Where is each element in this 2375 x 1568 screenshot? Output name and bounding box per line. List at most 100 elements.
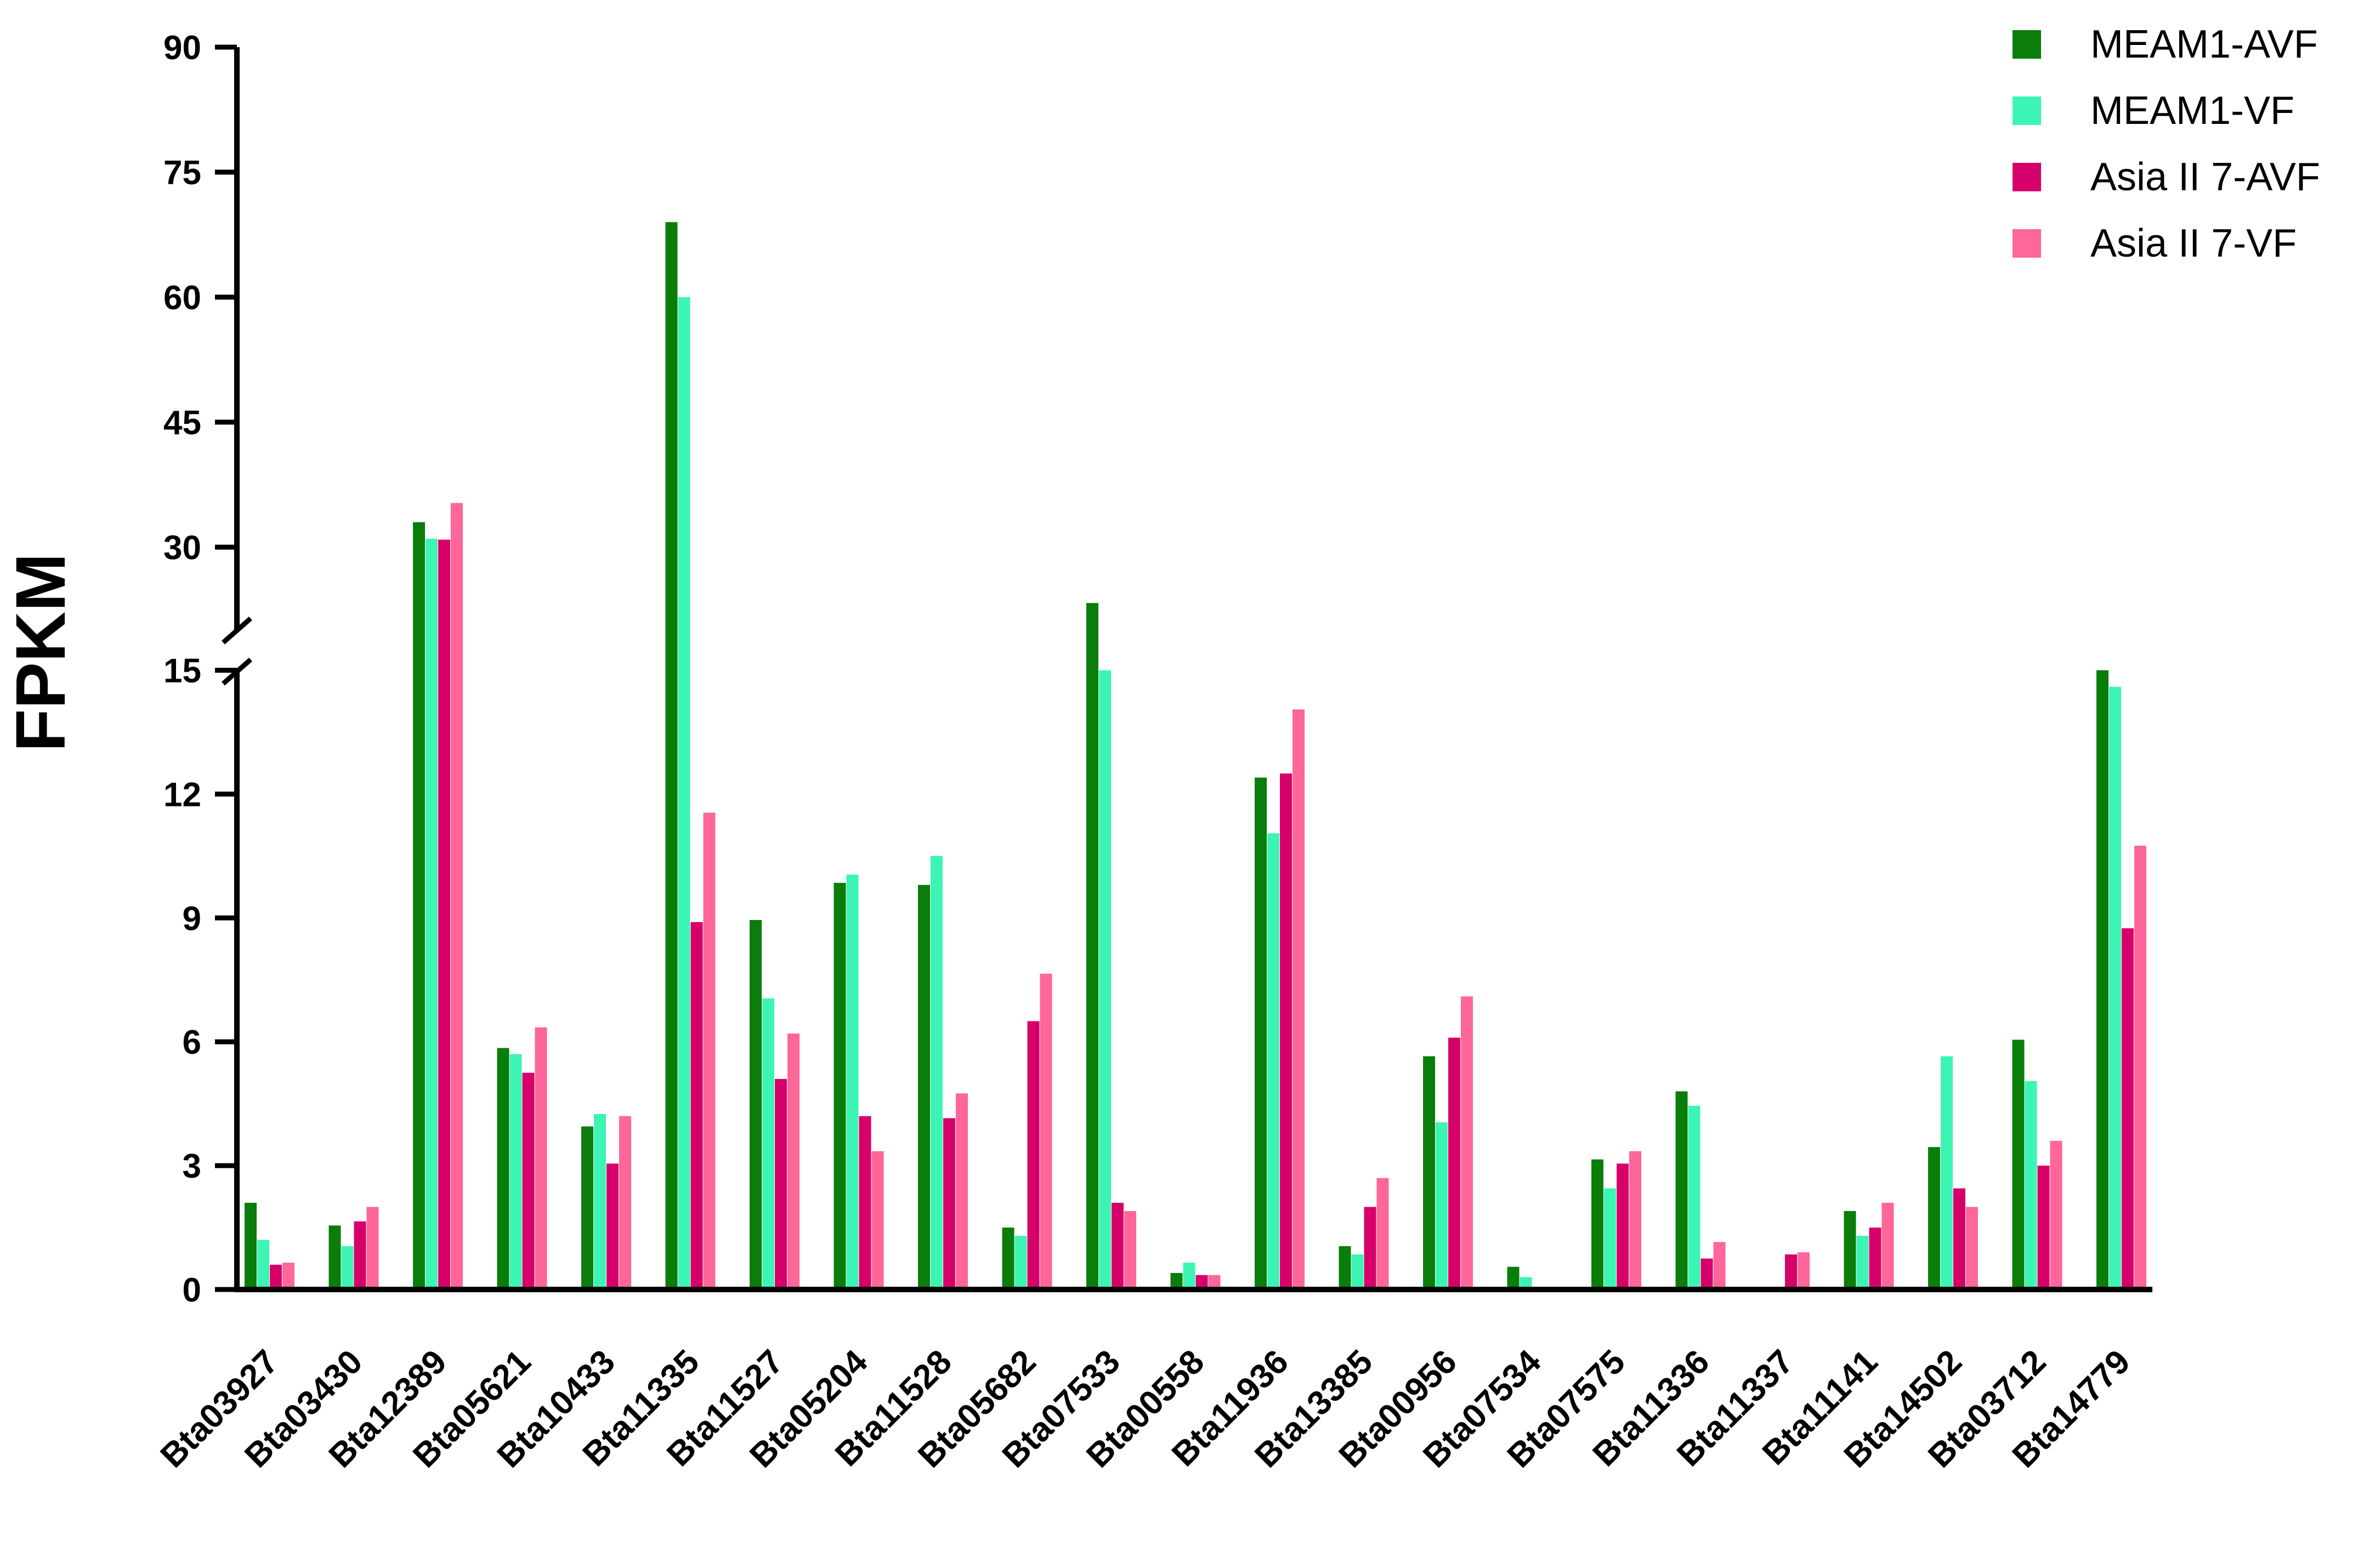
- bar-segment-lower: [2025, 1081, 2037, 1289]
- bar-segment-lower: [619, 1116, 631, 1289]
- bar-segment-lower: [1195, 1275, 1208, 1289]
- bar-segment-lower: [1280, 773, 1292, 1289]
- bar-Bta13385-4: [1376, 1178, 1389, 1289]
- legend-swatch: [2013, 30, 2041, 59]
- bar-segment-lower: [762, 998, 774, 1289]
- bar-segment-lower: [1675, 1091, 1688, 1289]
- bar-Bta11335-4: [703, 813, 716, 1289]
- y-tick-label-60: 60: [163, 279, 201, 317]
- y-axis-title: FPKM: [2, 553, 80, 752]
- bar-Bta14779-2: [2109, 686, 2121, 1289]
- bar-Bta11337-3: [1785, 1254, 1797, 1289]
- bar-segment-lower: [282, 1263, 294, 1289]
- bar-segment-lower: [2050, 1140, 2062, 1289]
- y-tick-label-9: 9: [183, 900, 201, 938]
- bar-segment-lower: [594, 1113, 606, 1289]
- bar-Bta05682-2: [1014, 1236, 1027, 1289]
- bar-segment-lower: [270, 1264, 282, 1289]
- legend-swatch: [2013, 163, 2041, 191]
- bar-Bta03430-3: [354, 1221, 366, 1289]
- bar-segment-lower: [1448, 1037, 1460, 1289]
- bar-segment-lower: [1798, 1252, 1810, 1289]
- bar-segment-lower: [1966, 1207, 1978, 1289]
- bar-Bta05621-2: [509, 1054, 522, 1289]
- bar-segment-lower: [438, 670, 450, 1289]
- bar-Bta07533-3: [1112, 1202, 1124, 1289]
- bar-Bta14502-2: [1941, 1056, 1953, 1289]
- bar-Bta11141-4: [1881, 1202, 1894, 1289]
- bar-Bta03430-1: [328, 1225, 341, 1289]
- bar-Bta11527-1: [750, 920, 762, 1289]
- bar-Bta05204-2: [846, 874, 859, 1289]
- bar-Bta14502-4: [1966, 1207, 1978, 1289]
- bar-Bta14779-3: [2122, 928, 2134, 1289]
- bar-segment-lower: [1785, 1254, 1797, 1289]
- bar-Bta11936-4: [1293, 709, 1305, 1289]
- legend-label: Asia II 7-AVF: [2090, 155, 2320, 199]
- bar-segment-lower: [1953, 1188, 1965, 1289]
- legend-label: Asia II 7-VF: [2090, 221, 2297, 265]
- bar-Bta10433-1: [581, 1126, 593, 1289]
- bar-Bta14502-3: [1953, 1188, 1965, 1289]
- bar-Bta03712-2: [2025, 1081, 2037, 1289]
- bar-Bta11141-3: [1869, 1228, 1881, 1289]
- bar-segment-lower: [2096, 670, 2108, 1289]
- bars-layer: [245, 222, 2146, 1289]
- legend-item-4: Asia II 7-VF: [2013, 221, 2297, 265]
- bar-segment-lower: [1099, 670, 1111, 1289]
- axis-break-mark-top: [222, 616, 252, 645]
- bar-segment-lower: [1014, 1236, 1027, 1289]
- bar-segment-lower: [859, 1116, 871, 1289]
- bar-segment-lower: [535, 1027, 547, 1289]
- bar-segment-lower: [1928, 1147, 1940, 1289]
- bar-segment-lower: [413, 670, 425, 1289]
- y-tick-label-6: 6: [183, 1024, 201, 1061]
- bar-Bta10433-4: [619, 1116, 631, 1289]
- bar-segment-lower: [665, 670, 678, 1289]
- bar-Bta14502-1: [1928, 1147, 1940, 1289]
- bar-segment-lower: [1002, 1228, 1014, 1289]
- bar-Bta00956-3: [1448, 1037, 1460, 1289]
- bar-Bta03712-4: [2050, 1140, 2062, 1289]
- bar-segment-lower: [1713, 1242, 1726, 1289]
- bar-segment-lower: [1086, 670, 1098, 1289]
- bar-Bta11936-1: [1255, 777, 1267, 1289]
- bar-segment-lower: [328, 1225, 341, 1289]
- bar-segment-lower: [1040, 973, 1052, 1289]
- bar-segment-lower: [931, 856, 943, 1289]
- bar-segment-lower: [2037, 1166, 2050, 1289]
- bar-Bta11528-2: [931, 856, 943, 1289]
- bar-segment-lower: [1376, 1178, 1389, 1289]
- bar-Bta03927-3: [270, 1264, 282, 1289]
- bar-segment-lower: [1941, 1056, 1953, 1289]
- bar-Bta11335-1: [665, 222, 678, 1289]
- legend-item-2: MEAM1-VF: [2013, 89, 2294, 133]
- bar-Bta07575-4: [1629, 1151, 1641, 1289]
- legend: MEAM1-AVF MEAM1-VF Asia II 7-AVF Asia II 7-…: [2013, 22, 2320, 265]
- bar-Bta00558-1: [1170, 1272, 1183, 1289]
- bar-segment-lower: [1617, 1163, 1629, 1289]
- bar-Bta13385-1: [1339, 1246, 1351, 1289]
- bar-Bta05204-4: [871, 1151, 884, 1289]
- bar-Bta03712-3: [2037, 1166, 2050, 1289]
- bar-Bta07533-4: [1124, 1211, 1136, 1289]
- y-tick-label-90: 90: [163, 29, 201, 67]
- bar-segment-lower: [787, 1033, 800, 1289]
- bar-Bta00558-2: [1183, 1263, 1195, 1289]
- bar-Bta00558-3: [1195, 1275, 1208, 1289]
- bar-segment-lower: [1461, 996, 1473, 1289]
- bar-Bta13385-3: [1364, 1207, 1376, 1289]
- bar-Bta11936-2: [1267, 833, 1279, 1289]
- bar-segment-lower: [918, 885, 930, 1289]
- axes-layer: 0 3 6 9 12 15 30 45 60 75 90: [163, 29, 2152, 1309]
- bar-segment-lower: [1267, 833, 1279, 1289]
- bar-segment-lower: [956, 1093, 968, 1289]
- bar-Bta13385-2: [1351, 1254, 1364, 1289]
- bar-Bta11336-2: [1688, 1105, 1701, 1289]
- bar-segment-lower: [1881, 1202, 1894, 1289]
- bar-segment-lower: [2134, 845, 2146, 1289]
- bar-Bta07533-1: [1086, 603, 1098, 1289]
- bar-segment-lower: [1112, 1202, 1124, 1289]
- bar-segment-lower: [1701, 1258, 1713, 1289]
